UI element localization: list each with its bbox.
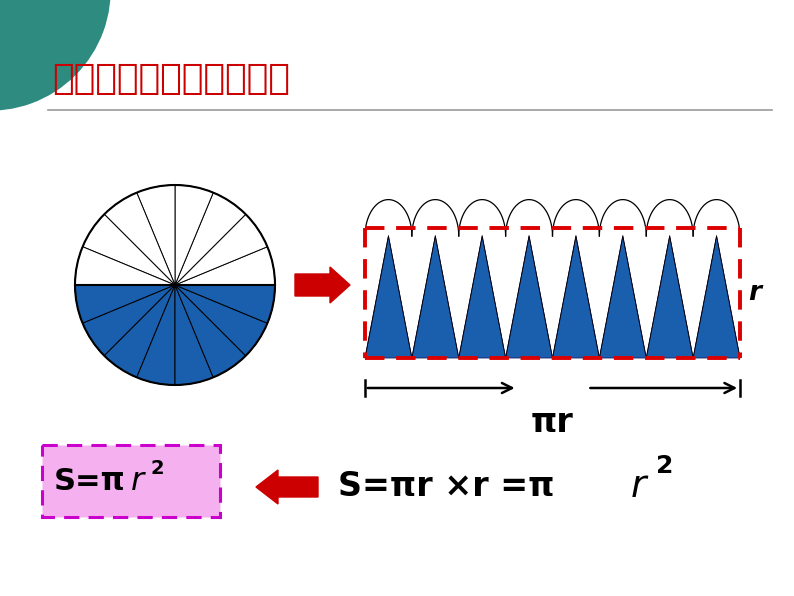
Polygon shape: [365, 200, 412, 236]
Polygon shape: [83, 285, 175, 356]
Polygon shape: [693, 200, 740, 236]
Polygon shape: [137, 185, 175, 285]
Polygon shape: [693, 236, 740, 358]
Polygon shape: [412, 200, 459, 236]
Polygon shape: [175, 247, 275, 285]
Polygon shape: [175, 285, 275, 323]
Polygon shape: [553, 236, 599, 358]
Polygon shape: [553, 200, 599, 236]
Polygon shape: [599, 200, 646, 236]
Text: 2: 2: [656, 454, 673, 478]
Polygon shape: [412, 236, 459, 358]
FancyArrow shape: [256, 470, 318, 504]
Polygon shape: [137, 285, 175, 385]
Polygon shape: [175, 285, 214, 385]
Text: $r$: $r$: [130, 465, 147, 496]
Polygon shape: [75, 247, 175, 285]
Polygon shape: [646, 236, 693, 358]
Polygon shape: [646, 200, 693, 236]
Polygon shape: [459, 236, 506, 358]
Bar: [365, 228, 740, 358]
Polygon shape: [175, 285, 268, 356]
Text: 圆的面积公式推导过程：: 圆的面积公式推导过程：: [52, 62, 290, 96]
Text: S=π: S=π: [54, 467, 125, 495]
Text: $r$: $r$: [630, 469, 649, 505]
Polygon shape: [506, 200, 553, 236]
Text: πr: πr: [531, 406, 574, 439]
Polygon shape: [175, 215, 268, 285]
Polygon shape: [104, 285, 175, 377]
Polygon shape: [75, 285, 175, 323]
Polygon shape: [506, 236, 553, 358]
Text: S=πr ×r =π: S=πr ×r =π: [338, 470, 554, 504]
Polygon shape: [365, 236, 412, 358]
Wedge shape: [0, 0, 110, 110]
Polygon shape: [175, 193, 245, 285]
FancyArrow shape: [295, 267, 350, 303]
Polygon shape: [104, 193, 175, 285]
Text: r: r: [748, 280, 761, 306]
Polygon shape: [599, 236, 646, 358]
Polygon shape: [175, 185, 214, 285]
Polygon shape: [459, 200, 506, 236]
Polygon shape: [83, 215, 175, 285]
Polygon shape: [175, 285, 245, 377]
FancyBboxPatch shape: [42, 445, 220, 517]
Text: 2: 2: [151, 460, 164, 479]
